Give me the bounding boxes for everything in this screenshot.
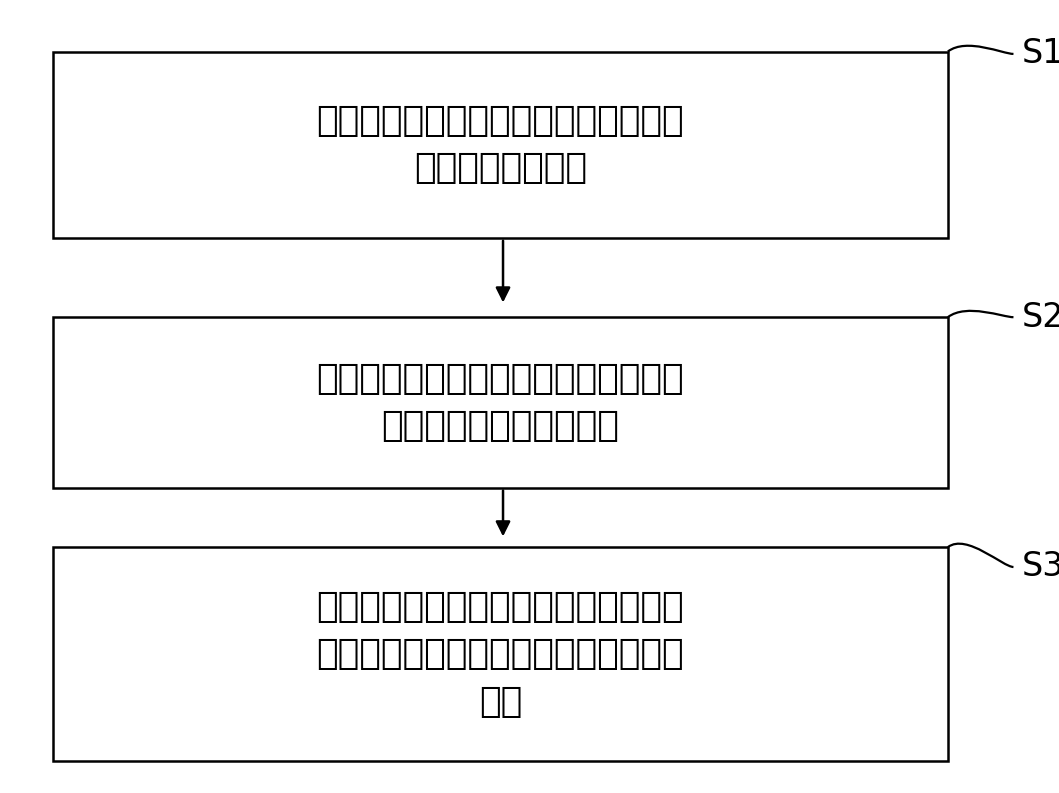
Text: S3: S3 bbox=[1022, 550, 1059, 584]
Text: S1: S1 bbox=[1022, 37, 1059, 71]
Text: S2: S2 bbox=[1022, 301, 1059, 334]
Text: 根据用于融合通信的多个信道的带宽的
比值构建分包机制: 根据用于融合通信的多个信道的带宽的 比值构建分包机制 bbox=[317, 104, 684, 186]
Text: 根据当前通信信道的带宽以及所述分包
机制对发送数据进行分包: 根据当前通信信道的带宽以及所述分包 机制对发送数据进行分包 bbox=[317, 362, 684, 443]
Bar bbox=[53, 52, 948, 238]
Bar bbox=[53, 547, 948, 761]
Text: 根据通过所述分包获得的发送报文中的
顺序编码的识别码对分包数据进行融包
操作: 根据通过所述分包获得的发送报文中的 顺序编码的识别码对分包数据进行融包 操作 bbox=[317, 590, 684, 718]
Bar bbox=[53, 317, 948, 488]
